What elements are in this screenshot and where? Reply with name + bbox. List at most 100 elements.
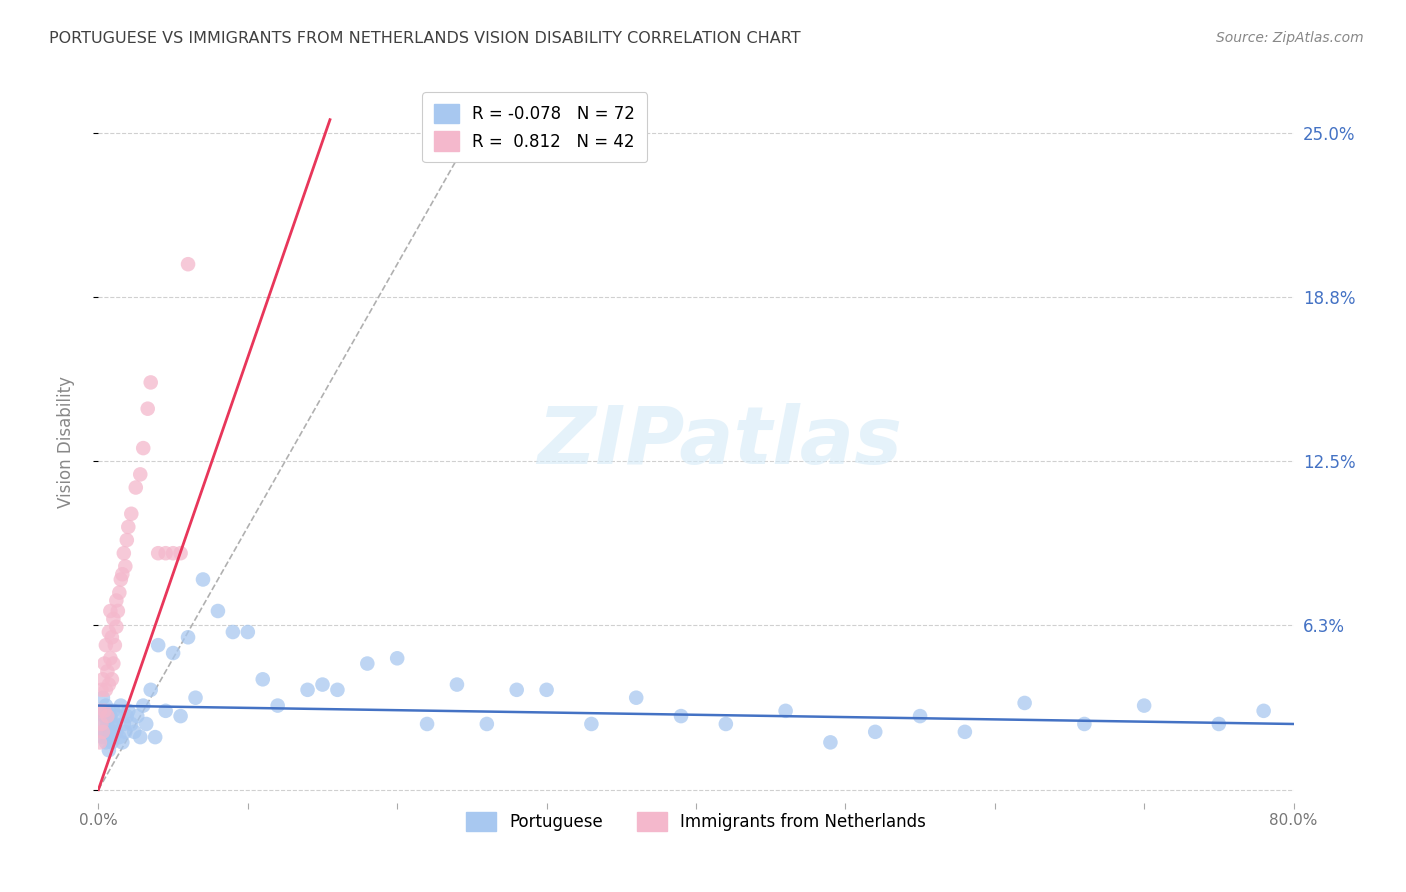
Point	[775, 704, 797, 718]
Point	[125, 481, 148, 495]
Point	[94, 638, 117, 652]
Point	[108, 585, 131, 599]
Point	[91, 724, 114, 739]
Point	[446, 677, 468, 691]
Point	[90, 717, 112, 731]
Point	[90, 682, 112, 697]
Point	[93, 657, 115, 671]
Point	[117, 704, 139, 718]
Point	[177, 257, 200, 271]
Point	[120, 507, 142, 521]
Point	[104, 638, 127, 652]
Point	[105, 724, 128, 739]
Point	[115, 709, 138, 723]
Point	[162, 546, 184, 560]
Point	[129, 730, 152, 744]
Point	[129, 467, 152, 482]
Point	[96, 709, 118, 723]
Point	[105, 620, 128, 634]
Point	[98, 724, 122, 739]
Point	[94, 698, 117, 713]
Point	[93, 704, 115, 718]
Point	[127, 709, 149, 723]
Point	[103, 612, 125, 626]
Point	[1208, 717, 1230, 731]
Point	[207, 604, 229, 618]
Point	[117, 520, 139, 534]
Point	[139, 376, 162, 390]
Point	[89, 704, 111, 718]
Point	[114, 559, 136, 574]
Point	[124, 724, 146, 739]
Point	[111, 735, 134, 749]
Point	[110, 573, 132, 587]
Point	[114, 724, 136, 739]
Point	[94, 735, 117, 749]
Point	[820, 735, 842, 749]
Point	[953, 724, 976, 739]
Point	[132, 698, 155, 713]
Point	[506, 682, 529, 697]
Point	[101, 673, 124, 687]
Point	[297, 682, 319, 697]
Point	[177, 630, 200, 644]
Point	[669, 709, 692, 723]
Point	[236, 625, 259, 640]
Point	[311, 677, 333, 691]
Point	[97, 677, 120, 691]
Point	[103, 657, 125, 671]
Point	[98, 604, 122, 618]
Point	[626, 690, 648, 705]
Point	[155, 546, 177, 560]
Point	[94, 682, 117, 697]
Point	[162, 646, 184, 660]
Point	[581, 717, 603, 731]
Point	[136, 401, 159, 416]
Point	[101, 735, 124, 749]
Point	[97, 704, 120, 718]
Point	[93, 724, 115, 739]
Point	[139, 682, 162, 697]
Point	[112, 546, 135, 560]
Point	[91, 690, 114, 705]
Point	[865, 724, 887, 739]
Point	[1073, 717, 1095, 731]
Point	[169, 709, 191, 723]
Point	[107, 709, 129, 723]
Point	[1133, 698, 1156, 713]
Point	[96, 730, 118, 744]
Point	[475, 717, 498, 731]
Point	[98, 651, 122, 665]
Point	[416, 717, 439, 731]
Point	[536, 682, 558, 697]
Point	[89, 735, 111, 749]
Point	[110, 698, 132, 713]
Point	[326, 682, 349, 697]
Point	[97, 743, 120, 757]
Point	[96, 717, 118, 731]
Point	[191, 573, 214, 587]
Point	[101, 717, 124, 731]
Point	[115, 533, 138, 547]
Point	[104, 717, 127, 731]
Point	[107, 604, 129, 618]
Point	[93, 709, 115, 723]
Point	[143, 730, 166, 744]
Point	[155, 704, 177, 718]
Point	[1253, 704, 1275, 718]
Point	[91, 673, 114, 687]
Point	[714, 717, 737, 731]
Point	[252, 673, 274, 687]
Point	[108, 730, 131, 744]
Point	[385, 651, 409, 665]
Point	[184, 690, 207, 705]
Point	[89, 704, 111, 718]
Point	[132, 441, 155, 455]
Legend: Portuguese, Immigrants from Netherlands: Portuguese, Immigrants from Netherlands	[460, 805, 932, 838]
Point	[356, 657, 378, 671]
Point	[222, 625, 245, 640]
Point	[105, 593, 128, 607]
Y-axis label: Vision Disability: Vision Disability	[56, 376, 75, 508]
Text: ZIPatlas: ZIPatlas	[537, 402, 903, 481]
Point	[91, 730, 114, 744]
